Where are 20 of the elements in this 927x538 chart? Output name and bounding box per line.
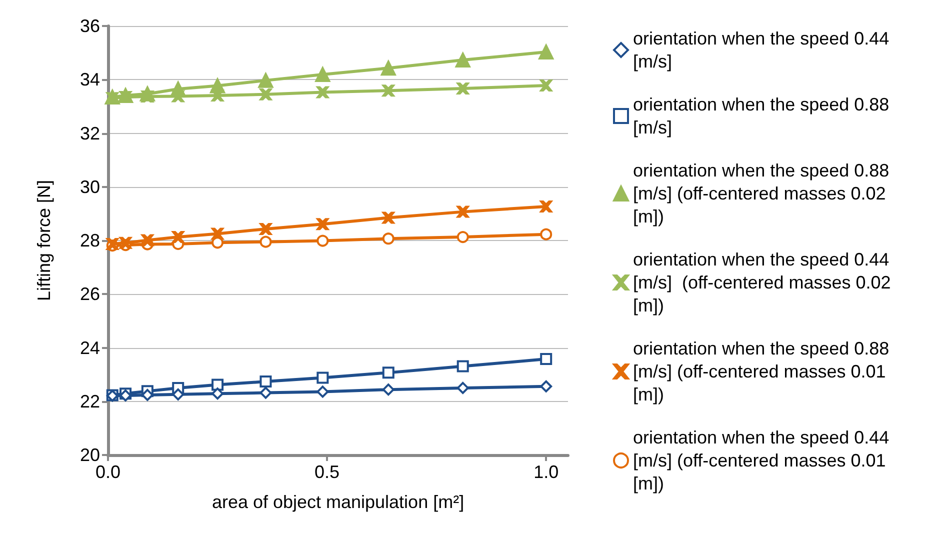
x-tick-label: 0.5 xyxy=(314,462,340,482)
y-tick-label: 30 xyxy=(80,176,100,197)
x-axis-title: area of object manipulation [m²] xyxy=(212,492,464,512)
y-tick-label: 34 xyxy=(80,70,100,90)
y-tick-label: 32 xyxy=(80,123,100,144)
y-tick-label: 28 xyxy=(80,230,100,250)
x-tick-label: 1.0 xyxy=(534,462,559,482)
legend-label: orientation when the speed 0.88 [m/s] (off-centered masses 0.02 [m]) xyxy=(633,160,894,226)
y-tick-label: 20 xyxy=(80,445,100,465)
y-tick-label: 26 xyxy=(80,284,100,304)
legend-label: orientation when the speed 0.44 [m/s] xyxy=(633,28,894,72)
y-axis-title: Lifting force [N] xyxy=(34,180,54,302)
y-tick-label: 24 xyxy=(80,338,100,358)
legend-label: orientation when the speed 0.88 [m/s] (off-centered masses 0.01 [m]) xyxy=(633,338,894,404)
legend-label: orientation when the speed 0.44 [m/s] (off-centered masses 0.01 [m]) xyxy=(633,428,894,494)
legend-label: orientation when the speed 0.44 [m/s] (off-centered masses 0.02 [m]) xyxy=(633,250,896,316)
x-tick-label: 0.0 xyxy=(95,462,121,482)
y-tick-label: 22 xyxy=(80,391,100,412)
y-tick-label: 36 xyxy=(80,16,100,36)
legend-label: orientation when the speed 0.88 [m/s] xyxy=(633,94,894,138)
